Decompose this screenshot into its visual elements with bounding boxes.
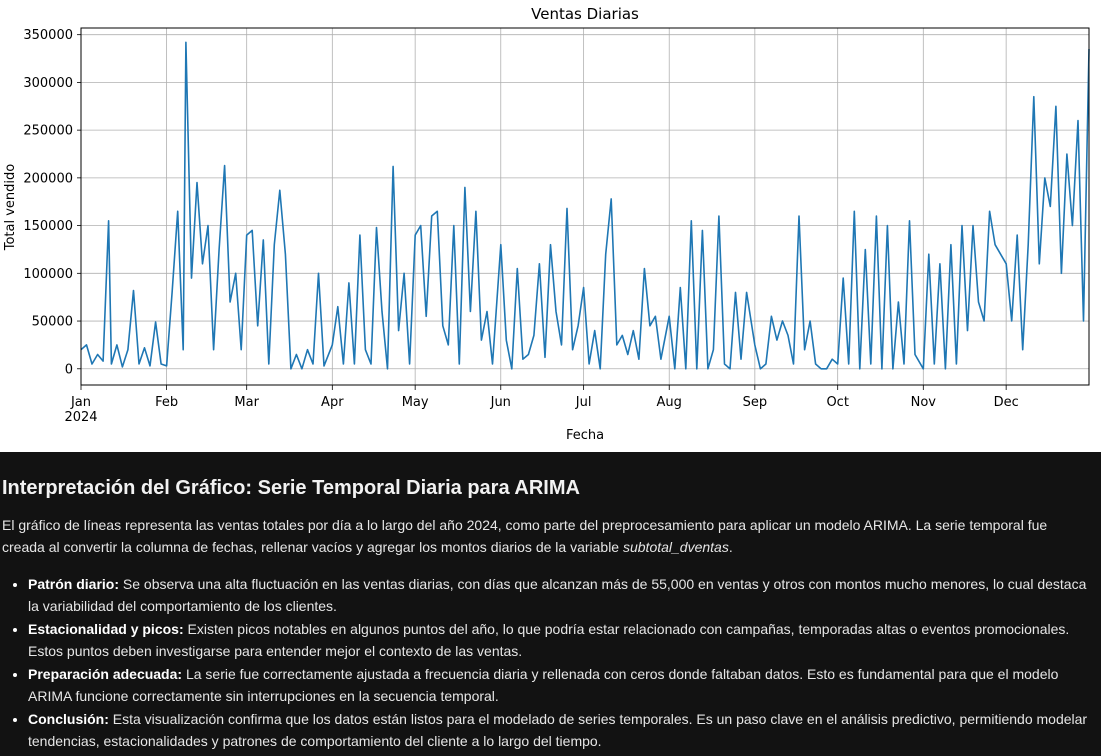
intro-text: El gráfico de líneas representa las vent… — [2, 517, 1048, 555]
chart-panel: 0 50000 100000 150000 200000 250000 300000 3500… — [0, 0, 1101, 452]
bullet-item: Patrón diario: Se observa una alta fluct… — [28, 573, 1088, 617]
variable-name: subtotal_dventas — [622, 539, 729, 555]
bullet-label: Estacionalidad y picos: — [28, 621, 184, 637]
y-tick-label: 300000 — [23, 76, 73, 91]
line-chart: 0 50000 100000 150000 200000 250000 300000 3500… — [3, 5, 1090, 443]
chart-title: Ventas Diarias — [531, 5, 639, 23]
x-tick-label: Sep — [743, 395, 768, 410]
x-tick-label: Dec — [994, 395, 1019, 410]
y-tick-label: 0 — [65, 362, 73, 377]
bullet-list: Patrón diario: Se observa una alta fluct… — [10, 573, 1088, 753]
sales-series-line — [80, 41, 1090, 370]
bullet-text: Se observa una alta fluctuación en las v… — [28, 576, 1087, 614]
series-layer — [80, 41, 1090, 370]
y-tick-label: 50000 — [32, 315, 73, 330]
x-tick-label: Mar — [234, 395, 259, 410]
y-tick-label: 250000 — [23, 124, 73, 139]
y-tick-label: 350000 — [23, 28, 73, 43]
year-label: 2024 — [64, 410, 97, 425]
axis-layer: 0 50000 100000 150000 200000 250000 300000 3500… — [23, 28, 1018, 410]
x-tick-label: Oct — [826, 395, 848, 410]
x-tick-label: Aug — [657, 395, 682, 410]
x-tick-label: Jul — [575, 395, 592, 410]
y-axis-label: Total vendido — [3, 164, 18, 252]
x-tick-label: Jun — [490, 395, 511, 410]
interpretation-panel: Interpretación del Gráfico: Serie Tempor… — [0, 452, 1101, 756]
x-axis-label: Fecha — [566, 428, 604, 443]
bullet-item: Conclusión: Esta visualización confirma … — [28, 708, 1088, 752]
bullet-text: La serie fue correctamente ajustada a fr… — [28, 666, 1059, 704]
intro-end: . — [728, 539, 733, 555]
grid-layer — [80, 28, 1089, 385]
x-tick-label: Feb — [155, 395, 178, 410]
bullet-item: Preparación adecuada: La serie fue corre… — [28, 663, 1088, 707]
intro-paragraph: El gráfico de líneas representa las vent… — [2, 514, 1082, 558]
section-heading: Interpretación del Gráfico: Serie Tempor… — [2, 477, 580, 499]
bullet-label: Conclusión: — [28, 711, 109, 727]
bullet-text: Esta visualización confirma que los dato… — [28, 711, 1088, 749]
bullet-label: Patrón diario: — [28, 576, 120, 592]
plot-frame — [80, 27, 1090, 386]
y-tick-label: 150000 — [23, 219, 73, 234]
bullet-label: Preparación adecuada: — [28, 666, 183, 682]
x-tick-label: Nov — [911, 395, 937, 410]
x-tick-label: Jan — [70, 395, 91, 410]
x-tick-label: May — [402, 395, 429, 410]
bullet-text: Existen picos notables en algunos puntos… — [28, 621, 1070, 659]
y-tick-label: 200000 — [23, 171, 73, 186]
bullet-item: Estacionalidad y picos: Existen picos no… — [28, 618, 1088, 662]
y-tick-label: 100000 — [23, 267, 73, 282]
x-tick-label: Apr — [321, 395, 344, 410]
